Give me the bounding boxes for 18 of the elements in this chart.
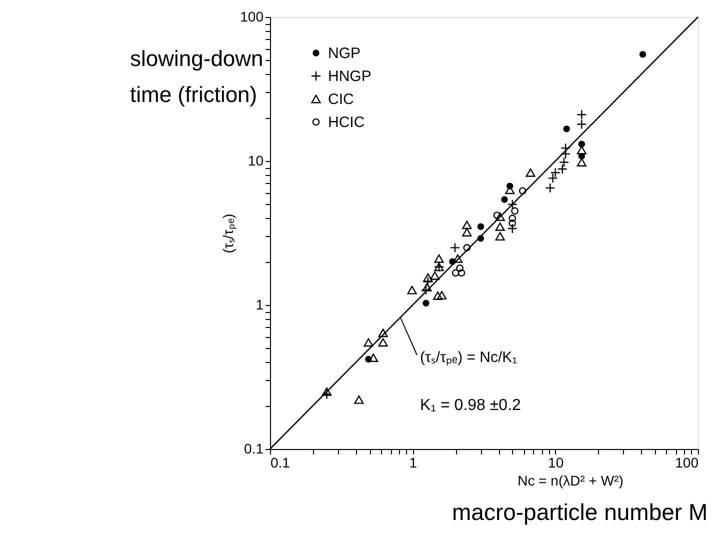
x-axis-title: Nc = n(λD² + W²) (518, 472, 624, 488)
legend-label: NGP (328, 45, 361, 62)
y-tick-label: 10 (248, 152, 264, 168)
annotation: (τₛ/τₚₑ) = Nc/K₁ (420, 349, 518, 366)
y-tick-label: 1 (256, 296, 264, 312)
x-tick-label: 0.1 (270, 454, 290, 470)
legend-label: HNGP (328, 68, 372, 85)
x-tick-label: 10 (548, 454, 564, 470)
y-tick-label: 0.1 (244, 440, 264, 456)
text: slowing-down time (friction) (130, 46, 264, 107)
y-axis-title: (τₛ/τₚₑ) (220, 214, 238, 254)
annotation: K₁ = 0.98 ±0.2 (420, 397, 522, 414)
x-tick-label: 1 (409, 454, 418, 470)
x-tick-label: 100 (675, 454, 699, 470)
legend-label: CIC (328, 91, 354, 108)
y-tick-label: 100 (240, 8, 264, 24)
text: macro-particle number M (452, 499, 708, 525)
legend-label: HCIC (328, 114, 365, 131)
